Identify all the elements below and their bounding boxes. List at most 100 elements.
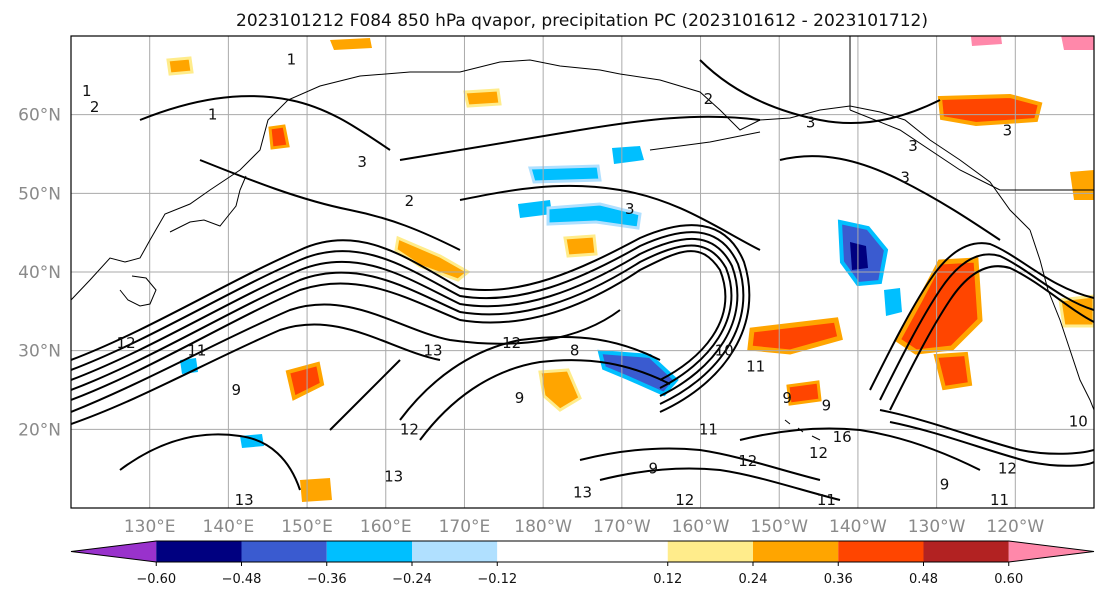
contour-label: 11 (817, 491, 836, 509)
contour-label: 2 (90, 98, 100, 116)
lon-tick-label: 150°E (281, 517, 333, 537)
longitude-labels: 130°E 140°E 150°E 160°E 170°E 180°W 170°W 160°W… (124, 517, 1045, 537)
contour-label: 9 (231, 381, 241, 399)
colorbar-tick-label: −0.36 (307, 572, 347, 587)
lat-tick-label: 60°N (18, 106, 61, 126)
contour-line (889, 421, 1094, 467)
contour-label: 13 (573, 483, 592, 501)
figure-title: 2023101212 F084 850 hPa qvapor, precipit… (236, 11, 928, 31)
contour-line (579, 447, 821, 481)
shading-patch (166, 56, 194, 76)
lat-tick-label: 20°N (18, 420, 61, 440)
asia-coastline (71, 59, 621, 301)
colorbar: −0.60 −0.48 −0.36 −0.24 −0.12 0.12 0.24 0.36 0.4… (70, 540, 1095, 587)
contour-line (879, 253, 1094, 401)
contour-line (459, 184, 761, 251)
shading-patch (546, 202, 642, 230)
contour-label: 3 (806, 114, 816, 132)
contour-line (399, 335, 661, 421)
contour-line (879, 409, 1094, 455)
contour-line (71, 224, 751, 413)
lon-tick-label: 150°W (750, 517, 808, 537)
contour-label: 12 (809, 444, 828, 462)
colorbar-extend-min (71, 541, 157, 562)
contour-label: 12 (502, 334, 521, 352)
colorbar-tick-label: −0.12 (477, 572, 517, 587)
shading-patch (612, 146, 644, 164)
namerica-coastline (1029, 229, 1094, 411)
shading-patch (884, 288, 902, 316)
contour-label: 2 (405, 192, 415, 210)
contour-label: 2 (704, 90, 714, 108)
lon-tick-label: 140°W (829, 517, 887, 537)
contour-label: 12 (675, 491, 694, 509)
lon-tick-label: 130°W (908, 517, 966, 537)
lat-tick-label: 50°N (18, 184, 61, 204)
contour-line (199, 159, 461, 251)
contour-label: 11 (746, 357, 765, 375)
contour-label: 1 (287, 51, 297, 69)
colorbar-tick-label: −0.48 (222, 572, 262, 587)
contour-label: 3 (900, 169, 910, 187)
contour-label: 12 (400, 420, 419, 438)
colorbar-segment (241, 541, 327, 562)
contour-label: 9 (782, 389, 792, 407)
contour-label: 12 (117, 334, 136, 352)
lon-tick-label: 130°E (124, 517, 176, 537)
contour-label: 10 (1069, 412, 1088, 430)
contour-label: 9 (822, 397, 832, 415)
contour-label: 3 (357, 153, 367, 171)
coastlines (71, 36, 1094, 441)
shading-patch (970, 36, 1002, 46)
shading-patch (1070, 170, 1094, 200)
shading-patch (285, 361, 325, 401)
lon-tick-label: 170°E (439, 517, 491, 537)
contour-label: 8 (570, 342, 580, 360)
canada-border (849, 36, 1094, 191)
contour-line (71, 244, 733, 391)
qvapor-contours (71, 59, 1094, 501)
contour-label: 13 (235, 491, 254, 509)
contour-label: 1 (82, 82, 92, 100)
colorbar-segment (923, 541, 1009, 562)
contour-line (699, 59, 941, 125)
colorbar-extend-max (1008, 541, 1094, 562)
lon-tick-label: 160°E (360, 517, 412, 537)
lon-tick-label: 140°E (203, 517, 255, 537)
colorbar-segment (753, 541, 839, 562)
contour-line (71, 237, 739, 397)
shading-patch (933, 351, 973, 391)
contour-label: 11 (187, 342, 206, 360)
shading-patch (1061, 36, 1094, 50)
shading-patch (268, 124, 290, 150)
contour-line (399, 115, 761, 161)
lon-tick-label: 160°W (672, 517, 730, 537)
contour-label: 3 (625, 200, 635, 218)
colorbar-segment (156, 541, 242, 562)
contour-line (71, 323, 441, 425)
colorbar-tick-label: 0.60 (994, 572, 1023, 587)
colorbar-tick-label: 0.24 (739, 572, 768, 587)
map-frame (70, 35, 1095, 509)
contour-line (779, 155, 1001, 241)
contour-label: 12 (998, 460, 1017, 478)
shading-patch (563, 234, 598, 258)
shading-patch (850, 242, 868, 270)
shading-patch (894, 257, 983, 355)
contour-line (71, 303, 621, 413)
contour-line (119, 433, 301, 491)
lon-tick-label: 170°W (593, 517, 651, 537)
colorbar-segment (326, 541, 412, 562)
japan-coastline (169, 175, 247, 233)
alaska-coastline (619, 73, 1031, 231)
latitude-labels: 20°N 30°N 40°N 50°N 60°N (18, 106, 61, 441)
colorbar-tick-label: 0.48 (909, 572, 938, 587)
contour-label: 9 (515, 389, 525, 407)
contour-label: 11 (699, 420, 718, 438)
shading-patch (463, 88, 502, 108)
contour-line (71, 231, 745, 405)
contour-line (139, 95, 391, 151)
